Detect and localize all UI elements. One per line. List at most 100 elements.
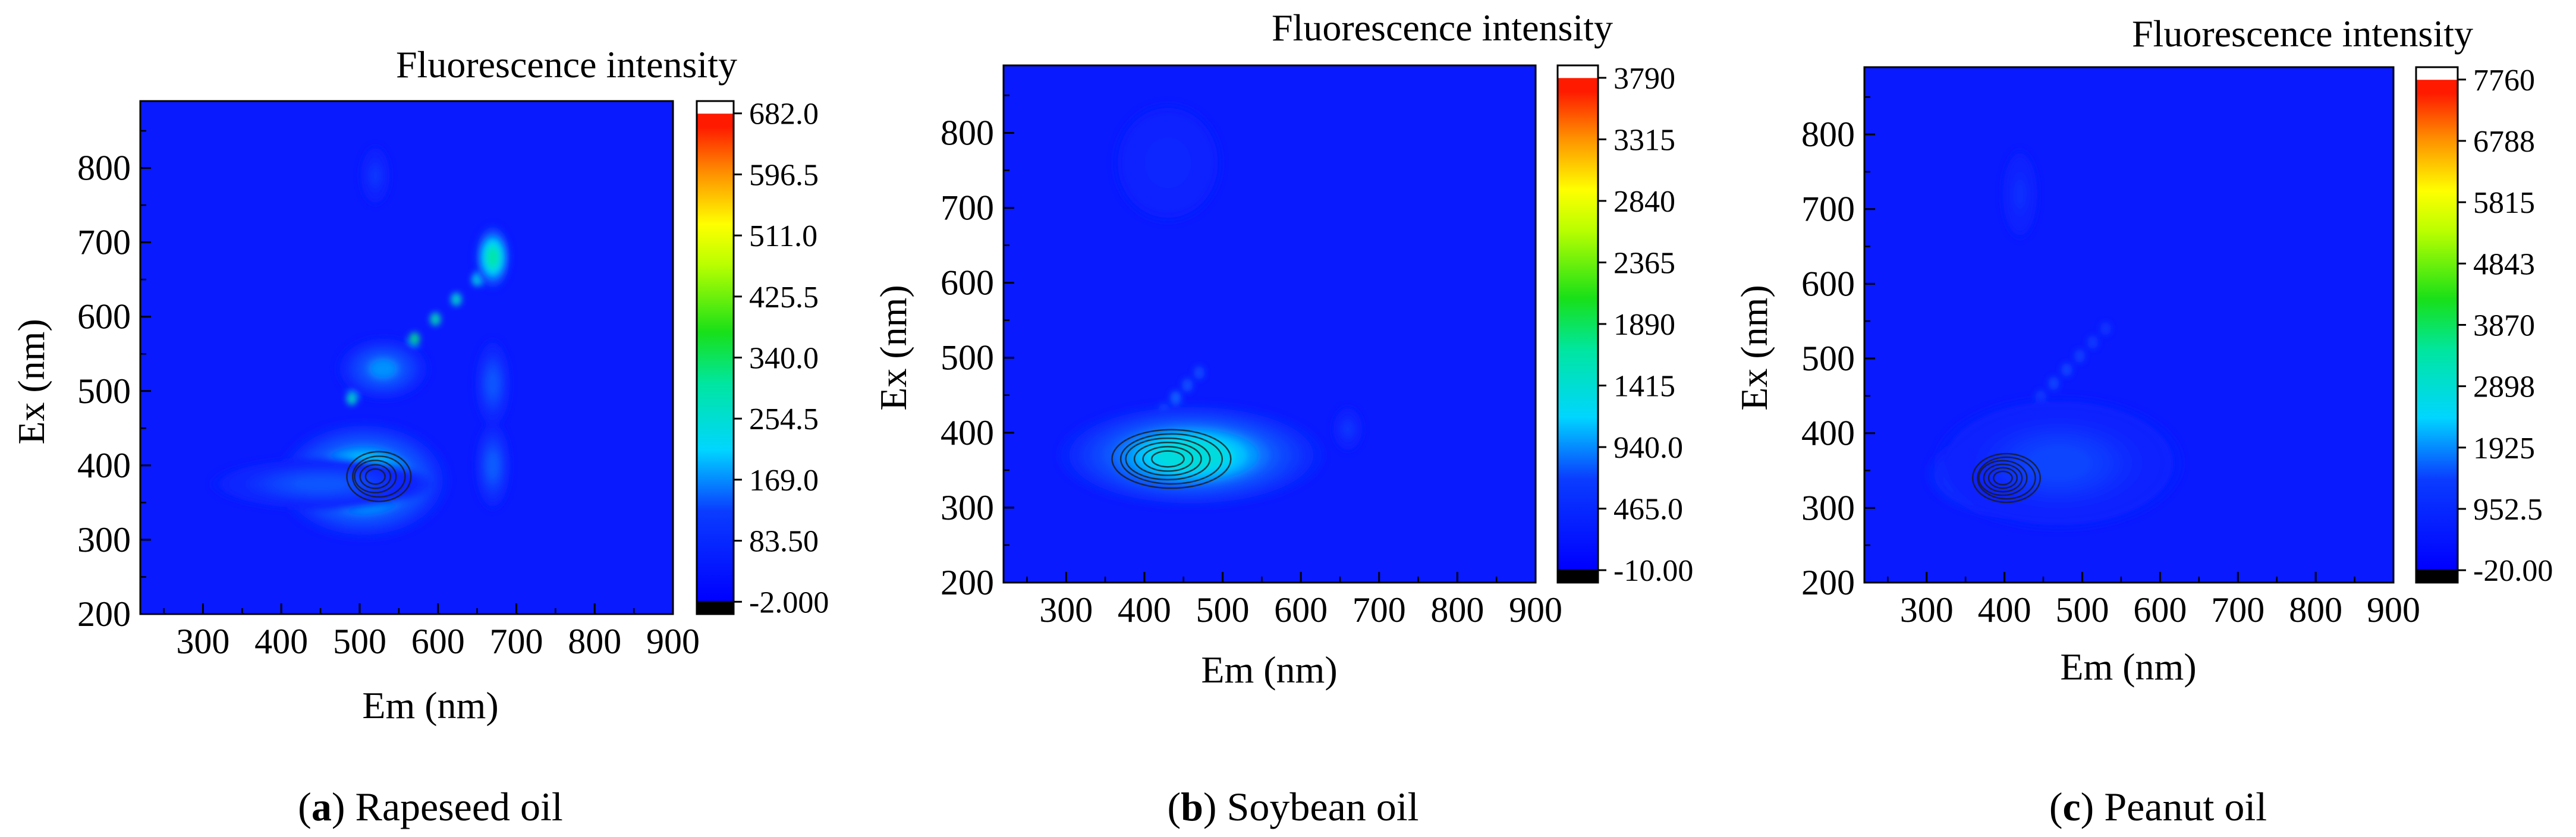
panel-c-x-axis-title: Em (nm) [2060,646,2196,688]
panel-a-colorbar-tick-label: 169.0 [749,464,819,498]
panel-b-y-tick-label: 700 [941,188,994,228]
panel-c-y-tick-label: 400 [1801,414,1855,453]
panel-c-scatter-band-spot [2100,322,2111,336]
panel-b-colorbar-tick-label: 3790 [1613,62,1675,96]
panel-c-y-tick-label: 300 [1801,488,1855,527]
panel-c-contours [1971,452,2042,504]
panel-c-contour-line [1978,460,2028,496]
panel-b-y-tick-label: 500 [941,338,994,377]
panel-c-y-tick-label: 700 [1801,190,1855,229]
panel-b-colorbar-tick-label: -10.00 [1613,554,1693,588]
panel-b-contour-line [1119,433,1223,485]
panel-c-x-tick-label: 700 [2211,590,2264,630]
panel-a-contour-line [364,468,386,485]
panel-b-y-tick-label: 800 [941,113,994,152]
panel-a-colorbar-tick-label: -2.000 [749,586,829,619]
panel-b-contours [1111,429,1232,489]
panel-c-contour-line [1993,470,2013,486]
panel-b-colorbar-tick-label: 940.0 [1613,431,1683,465]
panel-c-x-ticks: 300 400 500 600 700 800 900 [1887,572,2420,630]
panel-c-x-tick-label: 500 [2055,590,2109,630]
panel-c-x-tick-label: 800 [2289,590,2342,630]
panel-b-colorbar-tick-label: 2840 [1613,185,1675,219]
panel-b-scatter-band-spot [1170,391,1181,405]
panel-b-y-axis-title: Ex (nm) [872,285,914,411]
panel-a-peak-6-level [371,360,395,377]
panel-a-colorbar-ticks: 682.0 596.5 511.0 425.5 340.0 254.5 169.0 83.50… [734,97,829,619]
panel-a-colorbar-bar [696,100,735,615]
panel-c-y-tick-label: 600 [1801,264,1855,303]
panel-c-plot: 300 400 500 600 700 800 900 200 300 400 500 600 700… [1801,66,2420,630]
panel-c-plot-frame [1863,66,2395,584]
panel-c-caption-letter: c [2062,784,2080,829]
panel-b-scatter-band-spot [1182,378,1193,392]
panel-a-plot-frame [139,100,674,615]
panel-c-caption-label: Peanut oil [2104,784,2267,829]
panel-b-colorbar-tick-label: 2365 [1613,246,1675,280]
panel-c: 300 400 500 600 700 800 900 200 300 400 500 600 700… [1733,12,2553,829]
panel-b-contour-line [1150,450,1185,468]
panel-a-heat [210,146,512,540]
panel-a-peak-5-level [487,372,498,395]
panel-a-peak-4-level [487,454,498,477]
panel-a-contour-line [351,455,406,498]
panel-c-scatter-band-spot [2048,376,2059,391]
panel-a-y-tick-label: 700 [77,223,131,262]
panel-a-scatter-band-spot [346,392,357,405]
panel-b-y-tick-label: 400 [941,413,994,452]
panel-b-x-ticks: 300 400 500 600 700 800 900 [1026,572,1562,630]
panel-a-y-tick-label: 600 [77,297,131,336]
panel-b-peak-2-level [1153,147,1182,178]
panel-c-colorbar-tick-label: 4843 [2473,247,2535,281]
panel-b-colorbar-tick-label: 465.0 [1613,493,1683,527]
panel-a-y-tick-label: 300 [77,520,131,559]
panel-c-scatter-band-spot [2087,335,2099,350]
panel-a-scatter-band-spot [430,312,441,326]
panel-b-colorbar: Fluorescence intensity 3790 3315 2840 2365 1… [1272,7,1693,588]
panel-c-y-ticks: 200 300 400 500 600 700 800 [1801,96,1875,602]
panel-a-y-axis-title: Ex (nm) [10,319,52,445]
panel-b-colorbar-title: Fluorescence intensity [1272,7,1613,49]
panel-c-contour-line [1983,463,2023,493]
panel-b-x-axis-title: Em (nm) [1201,649,1337,691]
panel-c-colorbar-tick-label: 3870 [2473,309,2535,343]
panel-a-y-tick-label: 800 [77,149,131,188]
panel-c-caption: (c) Peanut oil [2049,784,2267,829]
panel-a-plot: 300 400 500 600 700 800 900 200 300 400 500 600 700… [77,100,700,661]
panel-a-contours [346,451,412,502]
panel-a-x-ticks: 300 400 500 600 700 800 900 [163,603,700,661]
panel-b-contour-line [1142,446,1194,472]
panel-b-colorbar-tick-label: 1890 [1613,308,1675,342]
panel-a-x-tick-label: 400 [254,622,308,661]
panel-c-colorbar: Fluorescence intensity 7760 6788 5815 4843 3… [2132,12,2553,588]
panel-a-colorbar-tick-label: 83.50 [749,525,819,559]
panel-a-x-axis-title: Em (nm) [362,684,498,726]
panel-a-colorbar-tick-label: 425.5 [749,281,819,314]
panel-a-x-tick-label: 700 [489,622,543,661]
panel-b-colorbar-bar [1556,64,1599,584]
panel-c-x-tick-label: 900 [2367,590,2420,630]
panel-c-scatter-band-spot [2061,363,2072,377]
panel-a-colorbar-tick-label: 682.0 [749,97,819,131]
panel-b-plot-background [1004,65,1536,583]
panel-c-colorbar-tick-label: 6788 [2473,125,2535,159]
panel-b-colorbar-tick-label: 3315 [1613,123,1675,157]
panel-b-plot-frame [1002,64,1537,584]
panel-c-x-tick-label: 300 [1900,590,1954,630]
panel-b-x-tick-label: 600 [1274,590,1328,630]
panel-c-colorbar-bar [2415,66,2459,584]
panel-a-colorbar-title: Fluorescence intensity [396,43,737,86]
panel-a-y-tick-label: 200 [77,594,131,634]
panel-c-contour-line [1987,467,2018,489]
panel-a-y-tick-label: 500 [77,372,131,411]
panel-a-x-tick-label: 300 [176,622,229,661]
panel-c-y-tick-label: 200 [1801,563,1855,602]
panel-b-x-tick-label: 900 [1509,590,1562,630]
panel-b-y-tick-label: 300 [941,488,994,527]
panel-a-caption-letter: a [312,784,332,829]
panel-b-colorbar-tick-label: 1415 [1613,370,1675,404]
panel-c-contour-line [1971,452,2042,504]
panel-a-x-tick-label: 900 [646,622,700,661]
panel-a-peak-3-level [487,248,498,266]
panel-b-caption-letter: b [1181,784,1203,829]
